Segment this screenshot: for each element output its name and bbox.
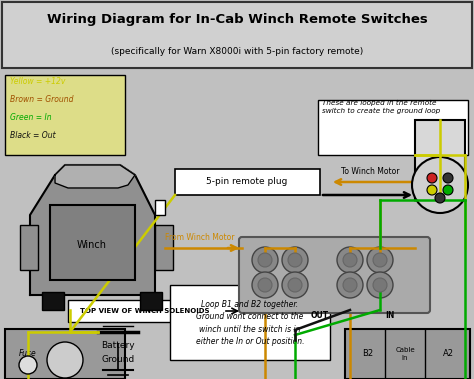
- Circle shape: [288, 253, 302, 267]
- Text: IN: IN: [385, 312, 395, 321]
- Circle shape: [343, 278, 357, 292]
- Circle shape: [367, 272, 393, 298]
- FancyBboxPatch shape: [2, 2, 472, 68]
- Text: Battery: Battery: [101, 340, 135, 349]
- Circle shape: [427, 185, 437, 195]
- FancyBboxPatch shape: [175, 169, 320, 195]
- Text: Ground: Ground: [101, 356, 135, 365]
- Circle shape: [19, 356, 37, 374]
- FancyBboxPatch shape: [415, 120, 465, 200]
- Circle shape: [373, 278, 387, 292]
- Circle shape: [443, 185, 453, 195]
- FancyBboxPatch shape: [170, 285, 330, 360]
- Circle shape: [367, 247, 393, 273]
- FancyBboxPatch shape: [140, 292, 162, 310]
- Circle shape: [282, 247, 308, 273]
- Text: TOP VIEW OF WINCH SOLENOIDS: TOP VIEW OF WINCH SOLENOIDS: [80, 308, 210, 314]
- Text: Wiring Diagram for In-Cab Winch Remote Switches: Wiring Diagram for In-Cab Winch Remote S…: [46, 14, 428, 27]
- Circle shape: [412, 157, 468, 213]
- Polygon shape: [55, 165, 135, 188]
- Text: Black = Out: Black = Out: [10, 132, 55, 141]
- Circle shape: [282, 272, 308, 298]
- Circle shape: [252, 247, 278, 273]
- FancyBboxPatch shape: [20, 225, 38, 270]
- Circle shape: [435, 193, 445, 203]
- FancyBboxPatch shape: [155, 200, 165, 215]
- Text: A2: A2: [443, 349, 454, 359]
- FancyBboxPatch shape: [68, 300, 223, 322]
- FancyBboxPatch shape: [5, 75, 125, 155]
- Circle shape: [443, 173, 453, 183]
- Text: (specifically for Warn X8000i with 5-pin factory remote): (specifically for Warn X8000i with 5-pin…: [111, 47, 363, 56]
- Text: Cable
In: Cable In: [395, 347, 415, 361]
- Circle shape: [373, 253, 387, 267]
- Text: OUT: OUT: [311, 312, 329, 321]
- Text: Yellow = +12v: Yellow = +12v: [10, 77, 65, 86]
- Text: From Winch Motor: From Winch Motor: [165, 233, 235, 243]
- Circle shape: [258, 253, 272, 267]
- FancyBboxPatch shape: [345, 329, 470, 379]
- Polygon shape: [30, 165, 155, 295]
- Text: Fuse: Fuse: [19, 349, 37, 359]
- Circle shape: [47, 342, 83, 378]
- FancyBboxPatch shape: [318, 100, 468, 155]
- FancyBboxPatch shape: [42, 292, 64, 310]
- FancyBboxPatch shape: [155, 225, 173, 270]
- Circle shape: [427, 173, 437, 183]
- Text: Green = In: Green = In: [10, 113, 52, 122]
- Text: B2: B2: [363, 349, 374, 359]
- FancyBboxPatch shape: [50, 205, 135, 280]
- Text: To Winch Motor: To Winch Motor: [341, 168, 399, 177]
- Circle shape: [337, 247, 363, 273]
- Text: Brown = Ground: Brown = Ground: [10, 96, 73, 105]
- Circle shape: [337, 272, 363, 298]
- Circle shape: [252, 272, 278, 298]
- FancyBboxPatch shape: [239, 237, 430, 313]
- Text: Loop B1 and B2 together.
Ground wont connect to the
winch until the switch is in: Loop B1 and B2 together. Ground wont con…: [196, 300, 304, 346]
- Circle shape: [343, 253, 357, 267]
- FancyBboxPatch shape: [5, 329, 125, 379]
- Circle shape: [288, 278, 302, 292]
- Text: 5-pin remote plug: 5-pin remote plug: [206, 177, 288, 186]
- Text: These are looped in the remote
switch to create the ground loop: These are looped in the remote switch to…: [322, 100, 440, 114]
- Text: Winch: Winch: [77, 240, 107, 250]
- Circle shape: [258, 278, 272, 292]
